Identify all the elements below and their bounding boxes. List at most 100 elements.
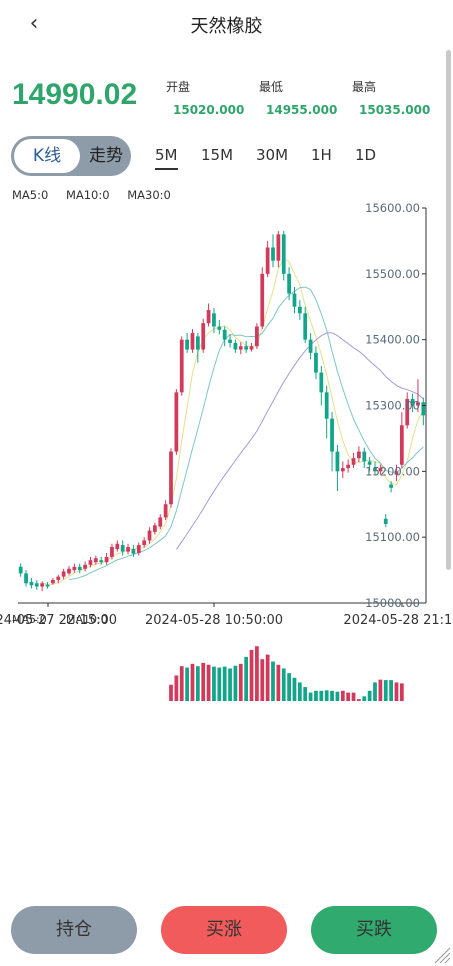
volume-bar xyxy=(357,699,361,701)
tab-5m[interactable]: 5M xyxy=(155,146,178,170)
candle xyxy=(255,323,259,349)
low-value: 14955.000 xyxy=(266,103,338,117)
candle xyxy=(383,514,388,528)
trend-mode-option[interactable]: 走势 xyxy=(89,146,123,166)
tab-30m[interactable]: 30M xyxy=(256,146,289,164)
volume-bar xyxy=(340,690,345,701)
candle-body xyxy=(373,468,377,472)
high-value: 15035.000 xyxy=(359,103,431,117)
candle xyxy=(260,267,265,330)
candle xyxy=(244,340,249,353)
volume-bar xyxy=(346,692,351,701)
tab-15m[interactable]: 15M xyxy=(201,146,234,164)
candle-body xyxy=(405,398,410,426)
volume-ma5-legend: MA5:0 xyxy=(12,613,47,626)
x-tick-label: 2024-05-27 22:15:00 xyxy=(0,613,117,628)
candle xyxy=(185,333,189,353)
candle xyxy=(346,459,351,473)
volume-ma10-legend: MA10:0 xyxy=(66,613,108,626)
candle xyxy=(34,579,39,590)
ma-legend: MA5:0 MA10:0 MA30:0 xyxy=(12,188,185,202)
candle xyxy=(88,556,93,568)
volume-bar xyxy=(378,679,383,701)
candle xyxy=(238,342,243,355)
candle xyxy=(56,574,61,584)
volume-bar xyxy=(314,690,318,701)
candle xyxy=(319,366,324,406)
candle xyxy=(45,581,50,589)
candle xyxy=(399,412,404,469)
candle xyxy=(158,514,163,530)
scrollbar[interactable] xyxy=(446,50,451,570)
candle xyxy=(340,461,345,478)
candle xyxy=(249,342,254,352)
candle-body xyxy=(367,461,372,465)
volume-bar xyxy=(228,668,232,701)
candle-body xyxy=(61,571,66,577)
high-label: 最高 xyxy=(352,80,377,94)
candle-body xyxy=(260,273,265,327)
candle xyxy=(378,464,383,475)
candle xyxy=(147,527,152,544)
candle xyxy=(115,540,120,552)
header: ‹ 天然橡胶 xyxy=(0,0,453,48)
volume-bar xyxy=(174,675,179,701)
candle-body xyxy=(222,329,227,340)
candle-body xyxy=(115,543,120,550)
volume-bar xyxy=(217,667,222,701)
candle-body xyxy=(93,558,98,563)
candle-body xyxy=(255,326,259,347)
x-tick-label: 2024-05-28 21:10 xyxy=(343,613,453,628)
candle xyxy=(362,447,367,469)
candle-body xyxy=(228,339,232,343)
candle-body xyxy=(394,471,399,475)
chart-mode-toggle[interactable]: K线 走势 xyxy=(11,136,131,176)
candle xyxy=(416,379,420,413)
volume-bar xyxy=(212,666,216,701)
volume-bar xyxy=(351,692,356,701)
candle-body xyxy=(233,342,238,350)
chevron-left-icon[interactable]: ‹ xyxy=(29,11,39,36)
candle xyxy=(61,568,66,580)
candle xyxy=(324,385,329,439)
candle xyxy=(410,393,415,413)
tab-1h[interactable]: 1H xyxy=(311,146,332,164)
candle-body xyxy=(174,392,179,452)
candle-body xyxy=(410,398,415,406)
hold-button[interactable]: 持仓 xyxy=(11,906,137,954)
volume-bar xyxy=(201,662,206,701)
volume-bar xyxy=(244,656,249,701)
candle xyxy=(287,267,291,301)
candle xyxy=(93,555,98,565)
candle-body xyxy=(383,518,388,524)
volume-bar xyxy=(389,680,393,701)
buy-up-button[interactable]: 买涨 xyxy=(161,906,287,954)
open-label: 开盘 xyxy=(166,80,191,94)
candle xyxy=(367,456,372,472)
volume-bar xyxy=(330,690,334,701)
candle xyxy=(51,577,55,585)
candle-body xyxy=(67,568,71,574)
buy-down-button[interactable]: 买跌 xyxy=(311,906,437,954)
tab-1d[interactable]: 1D xyxy=(355,146,377,164)
candle-body xyxy=(195,336,200,350)
candle-body xyxy=(29,581,34,586)
ma10-legend: MA10:0 xyxy=(65,188,110,202)
candle xyxy=(201,318,206,353)
action-bar: 持仓 买涨 买跌 xyxy=(0,906,453,956)
kline-mode-option[interactable]: K线 xyxy=(14,139,80,173)
candle xyxy=(357,446,361,463)
volume-bar xyxy=(185,667,189,701)
resize-grip-icon[interactable] xyxy=(433,946,451,964)
candle xyxy=(179,336,184,396)
volume-bar xyxy=(373,682,377,701)
candle-body xyxy=(88,560,93,565)
volume-bar xyxy=(308,692,313,701)
candle xyxy=(174,389,179,455)
low-stat: 最低 14955.000 xyxy=(259,78,337,117)
kline-chart[interactable]: 15600.00 15500.00 15400.00 15300.00 15200.00… xyxy=(0,195,453,710)
open-stat: 开盘 15020.000 xyxy=(166,78,244,117)
candle xyxy=(195,333,200,363)
candle xyxy=(222,326,227,347)
volume-bar xyxy=(383,680,388,701)
